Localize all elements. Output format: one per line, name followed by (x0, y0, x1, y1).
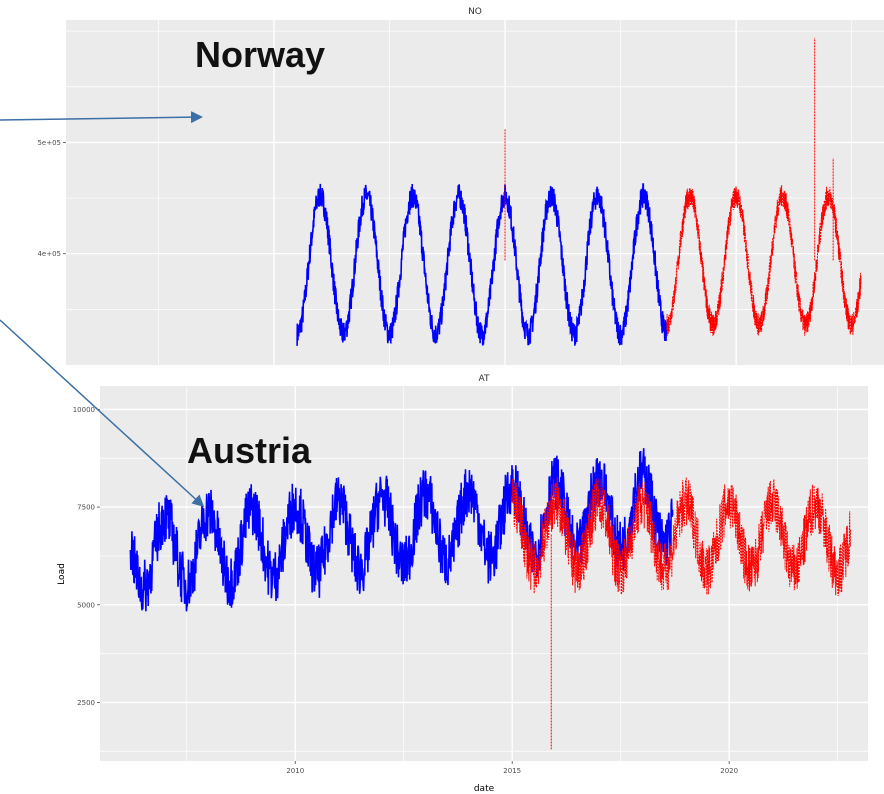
at-series-forecast (511, 477, 852, 597)
panel-at-grid (100, 386, 868, 761)
panel-at-series (129, 448, 852, 750)
x-axis-label: date (474, 784, 495, 794)
panel-no: 4e+05 5e+05 NO (37, 7, 884, 365)
panel-at-title: AT (479, 374, 490, 384)
panel-no-axes: 4e+05 5e+05 (37, 139, 66, 258)
norway-callout: Norway (195, 34, 325, 75)
arrow-to-austria (0, 319, 205, 508)
at-y-tick-label: 5000 (77, 601, 95, 609)
at-x-tick-label: 2020 (720, 767, 738, 775)
austria-callout: Austria (187, 430, 312, 471)
panel-at-axes: 2500 5000 7500 10000 2010 2015 2020 (73, 406, 738, 775)
no-y-tick-label: 4e+05 (37, 250, 61, 258)
at-x-tick-label: 2015 (503, 767, 521, 775)
no-series-history (296, 183, 668, 346)
at-series-history (129, 448, 674, 612)
panel-at: 2500 5000 7500 10000 2010 2015 2020 AT date Lo… (57, 374, 868, 794)
no-y-tick-label: 5e+05 (37, 139, 61, 147)
panel-no-series (296, 37, 862, 346)
at-y-tick-label: 7500 (77, 504, 95, 512)
at-y-tick-label: 2500 (77, 699, 95, 707)
at-x-tick-label: 2010 (286, 767, 304, 775)
at-y-tick-label: 10000 (73, 406, 95, 414)
panel-no-title: NO (468, 7, 482, 17)
arrow-to-norway (0, 111, 203, 124)
no-series-forecast (666, 184, 862, 336)
y-axis-label: Load (57, 563, 67, 585)
